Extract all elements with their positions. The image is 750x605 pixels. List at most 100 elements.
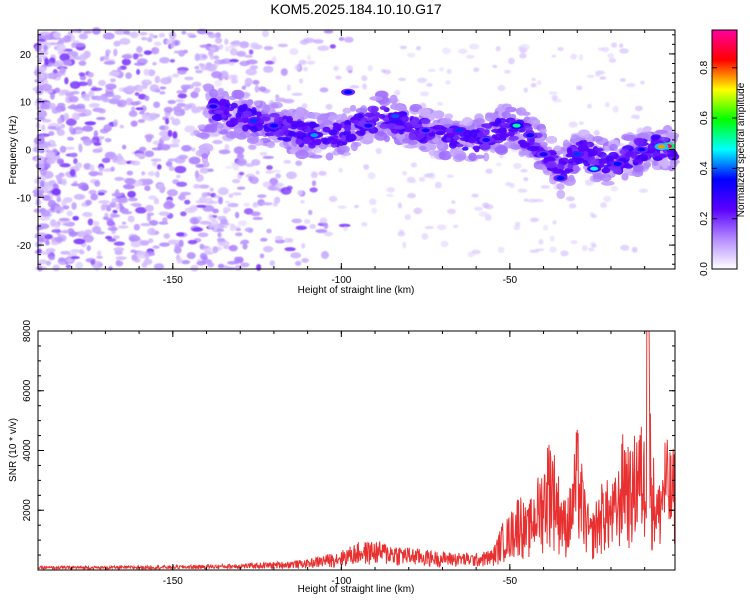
spectrogram-noise-blob bbox=[588, 247, 595, 252]
spectrogram-noise-blob bbox=[245, 68, 258, 76]
spectrogram-noise-blob bbox=[56, 158, 65, 165]
spectrogram-noise-blob bbox=[36, 97, 43, 105]
spectrogram-noise-blob bbox=[115, 158, 127, 165]
spectrogram-noise-blob bbox=[198, 196, 207, 204]
spectrogram-ridge-halo bbox=[468, 152, 477, 162]
spectrogram-noise-blob bbox=[471, 193, 479, 198]
spectrogram-ridge-core bbox=[651, 135, 661, 140]
spectrogram-noise-blob bbox=[190, 264, 199, 272]
spectrogram-noise-blob bbox=[302, 37, 315, 44]
spectrogram-noise-blob bbox=[402, 241, 407, 249]
spectrogram-ridge-core bbox=[400, 115, 409, 123]
snr-x-tick-label: -100 bbox=[331, 576, 351, 587]
spectrogram-ridge-core bbox=[405, 122, 412, 127]
colorbar-label: Normalized spectral amplitude bbox=[736, 82, 747, 217]
spectrogram-noise-blob bbox=[274, 235, 283, 241]
spectrogram-ridge-core bbox=[364, 112, 376, 118]
spectrogram-ridge-core bbox=[633, 137, 645, 145]
spectrogram-noise-blob bbox=[149, 33, 154, 38]
spectrogram-noise-blob bbox=[147, 227, 156, 236]
spectrogram-noise-blob bbox=[619, 78, 626, 83]
spectrogram-noise-blob bbox=[113, 119, 118, 127]
spectrogram-noise-blob bbox=[244, 54, 253, 58]
spectrogram-ridge-core bbox=[308, 141, 316, 149]
spectrogram-noise-blob bbox=[503, 69, 511, 74]
spectrogram-noise-blob bbox=[34, 186, 45, 191]
spectrogram-ridge-halo bbox=[246, 98, 254, 105]
spectrogram-noise-blob bbox=[204, 45, 212, 51]
spectrogram-noise-blob bbox=[206, 216, 216, 221]
spectrogram-noise-blob bbox=[64, 77, 69, 85]
spectrogram-noise-blob bbox=[167, 129, 173, 138]
spectrogram-noise-blob bbox=[41, 118, 52, 123]
spectrogram-noise-blob bbox=[301, 103, 308, 109]
spectrogram-noise-blob bbox=[194, 53, 200, 62]
spectrogram-noise-blob bbox=[41, 210, 51, 217]
spectrogram-noise-blob bbox=[140, 105, 147, 112]
spectrogram-ridge-core bbox=[556, 163, 565, 171]
spectrogram-noise-blob bbox=[40, 180, 45, 188]
spectrogram-ridge-core bbox=[508, 135, 519, 141]
spectrogram-noise-blob bbox=[236, 50, 247, 57]
spectrogram-noise-blob bbox=[92, 27, 101, 35]
spectrogram-noise-blob bbox=[328, 195, 338, 203]
spectrogram-noise-blob bbox=[63, 112, 69, 121]
spectrogram-noise-blob bbox=[233, 146, 245, 155]
spectrogram-noise-blob bbox=[96, 255, 103, 259]
spectrogram-noise-blob bbox=[271, 169, 282, 173]
spectrogram-noise-blob bbox=[159, 56, 170, 64]
spectrogram-noise-blob bbox=[39, 167, 47, 176]
spectrogram-noise-blob bbox=[446, 68, 452, 75]
spectrogram-noise-blob bbox=[77, 182, 89, 190]
spectrogram-ridge-halo bbox=[389, 94, 398, 105]
spectrogram-noise-blob bbox=[426, 82, 433, 87]
spectrogram-noise-blob bbox=[619, 48, 629, 54]
spectrogram-ridge-halo bbox=[270, 103, 279, 109]
spectrogram-noise-blob bbox=[148, 220, 159, 226]
spectrogram-noise-blob bbox=[47, 126, 57, 130]
spectrogram-noise-blob bbox=[338, 223, 351, 228]
spectrogram-ridge-core bbox=[227, 106, 235, 112]
spectrogram-noise-blob bbox=[286, 84, 291, 92]
spectrogram-noise-blob bbox=[41, 124, 46, 132]
spectrogram-noise-blob bbox=[397, 231, 406, 237]
spectrogram-noise-blob bbox=[181, 144, 192, 152]
spectrogram-noise-blob bbox=[530, 83, 537, 88]
spectrogram-noise-blob bbox=[144, 253, 150, 260]
spectrogram-ridge-halo bbox=[262, 104, 271, 113]
spectrogram-noise-blob bbox=[252, 203, 259, 208]
spectrogram-noise-blob bbox=[111, 197, 120, 203]
spectrogram-noise-blob bbox=[338, 36, 345, 41]
spectrogram-ridge-core bbox=[332, 135, 339, 139]
spectrogram-noise-blob bbox=[375, 147, 382, 155]
spectrogram-noise-blob bbox=[196, 260, 207, 266]
spectrogram-noise-blob bbox=[73, 193, 86, 200]
spectrogram-noise-blob bbox=[159, 242, 170, 247]
snr-x-tick-label: -150 bbox=[163, 576, 183, 587]
spectrogram-noise-blob bbox=[297, 190, 304, 196]
spectrogram-noise-blob bbox=[495, 46, 501, 52]
spectrogram-noise-blob bbox=[127, 215, 135, 223]
spectrogram-noise-blob bbox=[207, 262, 215, 268]
spectrogram-noise-blob bbox=[190, 132, 195, 136]
spectrogram-noise-blob bbox=[371, 207, 378, 214]
spectrogram-noise-blob bbox=[85, 200, 92, 206]
spectrogram-peak bbox=[421, 128, 430, 133]
spectrogram-ridge-halo bbox=[350, 141, 359, 152]
spectrogram-ridge-core bbox=[310, 123, 320, 128]
spectrogram-peak bbox=[590, 166, 599, 171]
spectrogram-noise-blob bbox=[570, 240, 578, 245]
spectrogram-noise-blob bbox=[410, 179, 417, 184]
spectrogram-noise-blob bbox=[122, 183, 135, 190]
spectrogram-noise-blob bbox=[63, 59, 71, 66]
spectrogram-ridge-halo bbox=[474, 154, 485, 159]
spectrogram-noise-blob bbox=[162, 217, 168, 224]
spectrogram-noise-blob bbox=[107, 226, 118, 232]
spectrogram-noise-blob bbox=[177, 93, 188, 99]
spectrogram-noise-blob bbox=[56, 196, 62, 203]
spectrogram-noise-blob bbox=[136, 250, 147, 259]
spectrogram-noise-blob bbox=[159, 91, 166, 95]
spectrogram-ridge-core bbox=[582, 139, 588, 148]
spectrogram-noise-blob bbox=[125, 85, 136, 94]
